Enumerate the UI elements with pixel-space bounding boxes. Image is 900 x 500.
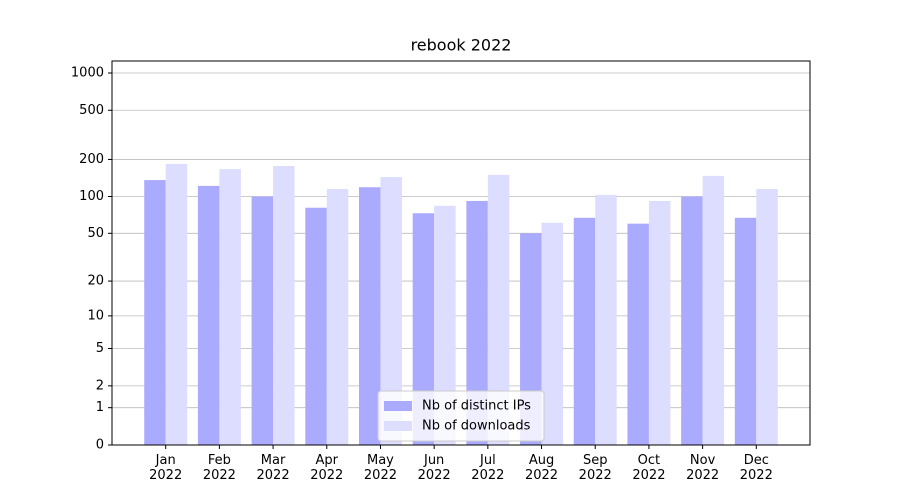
bar (681, 196, 703, 445)
bar (627, 223, 649, 445)
y-tick-label: 100 (79, 189, 104, 204)
y-tick-label: 0 (96, 438, 104, 453)
x-tick-label: Jun 2022 (417, 453, 451, 483)
bar (305, 207, 327, 445)
legend-box (377, 390, 545, 442)
x-tick-label: Mar 2022 (256, 453, 290, 483)
bar (573, 217, 596, 445)
y-tick-label: 50 (87, 226, 104, 241)
x-tick-label: May 2022 (363, 453, 397, 483)
legend-swatch (384, 401, 412, 411)
bar (648, 200, 671, 445)
y-tick-label: 1000 (71, 66, 104, 81)
plot-frame (111, 60, 811, 446)
bar (412, 213, 435, 445)
bar (487, 174, 510, 445)
y-tick-label: 2 (96, 378, 104, 393)
y-tick-label: 10 (87, 308, 104, 323)
bar (434, 205, 456, 445)
bar (466, 200, 488, 445)
x-tick-label: Apr 2022 (310, 453, 344, 483)
bar (251, 196, 274, 445)
x-tick-label: Feb 2022 (202, 453, 236, 483)
bar (702, 175, 725, 446)
x-tick-label: Aug 2022 (524, 453, 559, 483)
x-tick-label: Jan 2022 (149, 453, 183, 483)
bar (595, 194, 617, 445)
legend-label: Nb of downloads (422, 419, 531, 434)
bar (358, 187, 381, 445)
y-tick-label: 500 (79, 103, 104, 118)
bar (197, 185, 220, 445)
bar (326, 189, 349, 445)
x-tick-label: Oct 2022 (632, 453, 666, 483)
bar (756, 189, 778, 445)
x-tick-label: Sep 2022 (578, 453, 612, 483)
chart-title: rebook 2022 (411, 36, 512, 55)
bar (219, 169, 241, 446)
y-tick-label: 1 (96, 400, 104, 415)
legend-swatch (384, 421, 412, 431)
bar (380, 177, 402, 445)
y-tick-label: 20 (87, 274, 104, 289)
bar (734, 217, 757, 445)
bar (541, 222, 564, 445)
bar (273, 165, 295, 445)
x-tick-label: Dec 2022 (739, 453, 773, 483)
x-tick-label: Jul 2022 (471, 453, 505, 483)
bar (165, 163, 188, 445)
x-tick-label: Nov 2022 (686, 453, 720, 483)
bar (144, 180, 166, 445)
legend-label: Nb of distinct IPs (422, 399, 531, 414)
y-tick-label: 200 (79, 152, 104, 167)
y-tick-label: 5 (96, 341, 104, 356)
